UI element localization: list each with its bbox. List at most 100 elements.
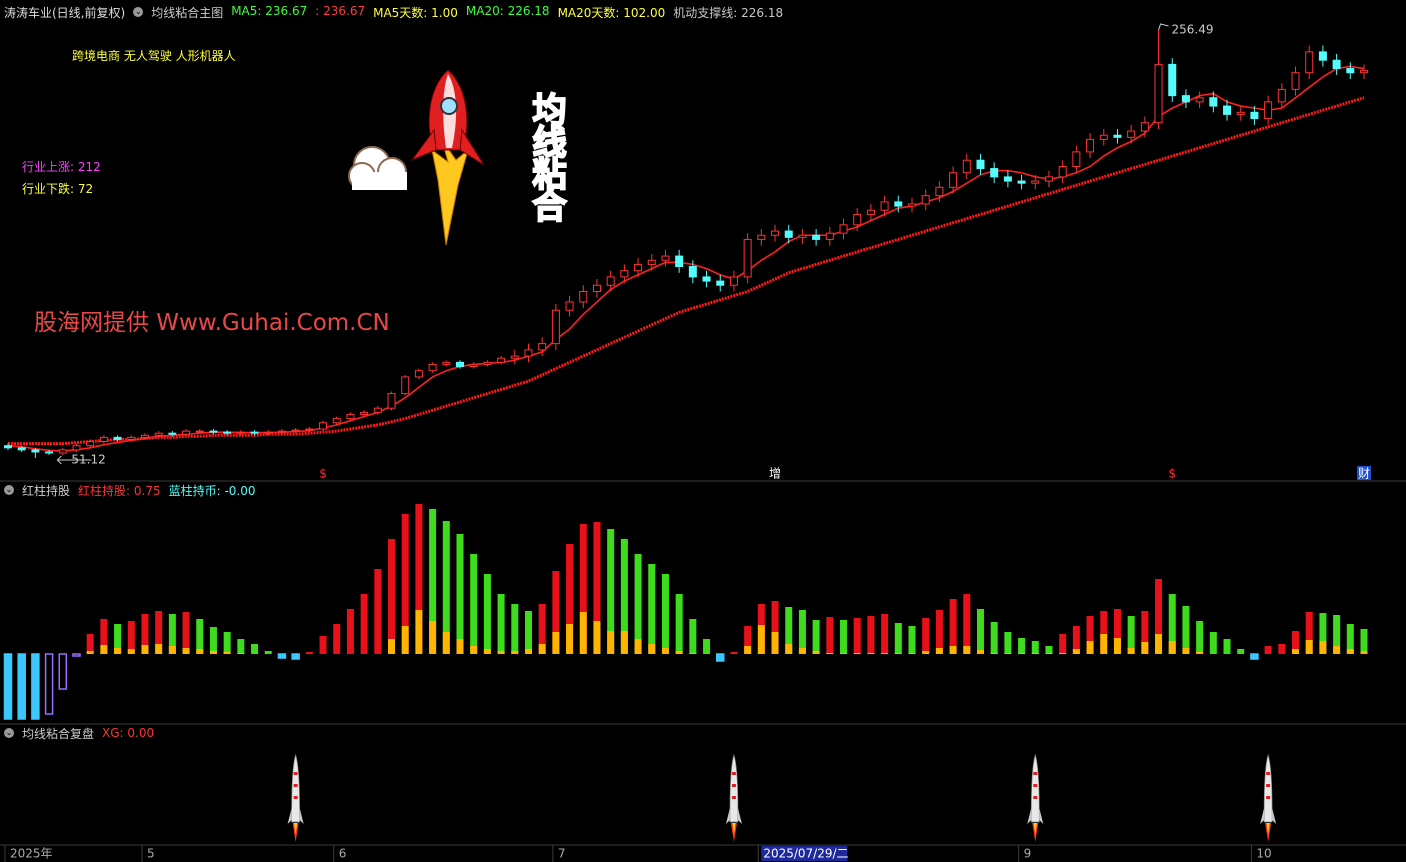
inner-bar: [990, 653, 998, 654]
ma-line: [7, 65, 1365, 452]
candle-body: [853, 213, 862, 226]
bar: [346, 609, 354, 654]
candle-body: [688, 266, 697, 278]
x-tick-label: 7: [558, 847, 566, 861]
bar: [442, 521, 450, 654]
candle-body: [1264, 101, 1273, 120]
bar: [305, 652, 313, 654]
rocket-fins: [725, 808, 742, 824]
inner-bar: [1018, 653, 1026, 654]
toggle-icon[interactable]: ⌄: [133, 7, 144, 17]
bar: [360, 594, 368, 654]
candle-body: [1181, 95, 1190, 103]
bar: [1127, 616, 1135, 654]
inner-bar: [483, 649, 491, 654]
legend-item: 红柱持股: 0.75: [78, 483, 161, 498]
bar: [593, 522, 601, 654]
candle-body: [1346, 68, 1355, 74]
signal-rocket: [1030, 753, 1040, 823]
inner-bar: [168, 646, 176, 654]
inner-bar: [566, 624, 574, 654]
rocket-stripe: [1033, 772, 1038, 775]
inner-bar: [1113, 638, 1121, 654]
marker: 增: [769, 467, 781, 481]
bar: [607, 529, 615, 654]
bar: [17, 653, 26, 720]
candle-body: [58, 449, 67, 454]
bar: [1333, 615, 1341, 654]
candle-body: [702, 276, 711, 282]
cloud-icon: [348, 146, 407, 190]
inner-bar: [976, 650, 984, 654]
bar: [1059, 634, 1067, 654]
candle-body: [990, 168, 999, 178]
bar: [1196, 621, 1204, 654]
inner-bar: [798, 648, 806, 654]
candle-body: [1236, 111, 1245, 115]
marker: 财: [1358, 467, 1370, 481]
inner-bar: [1086, 641, 1094, 654]
inner-bar: [963, 646, 971, 654]
inner-bar: [127, 649, 135, 654]
header-item: 机动支撑线: 226.18: [673, 5, 784, 20]
header-item: MA20: 226.18: [465, 3, 550, 18]
bar: [1072, 626, 1080, 654]
candle-body: [72, 445, 81, 451]
bar: [3, 653, 13, 720]
candle-body: [414, 370, 423, 378]
rocket-stripe: [1033, 796, 1038, 799]
bar: [1155, 579, 1163, 654]
indicator-name: 均线粘合主图: [151, 5, 224, 20]
inner-bar: [100, 645, 108, 654]
rocket-stripe: [731, 784, 736, 787]
candle-body: [236, 431, 245, 434]
inner-bar: [1292, 649, 1300, 654]
inner-bar: [1155, 634, 1163, 654]
candle-body: [223, 431, 232, 434]
bar: [1360, 629, 1368, 654]
candle-body: [866, 209, 875, 215]
inner-bar: [1141, 642, 1149, 654]
inner-bar: [935, 648, 943, 654]
inner-bar: [757, 625, 765, 654]
inner-bar: [812, 651, 820, 654]
candle-body: [182, 430, 191, 435]
max-pointer: [1158, 23, 1169, 31]
toggle-icon[interactable]: ⌄: [4, 485, 14, 495]
candle-body: [401, 376, 410, 395]
main-header: 涛涛车业(日线,前复权) ⌄ 均线粘合主图 MA5: 236.67: 236.6…: [4, 4, 783, 20]
rocket-stripe: [293, 796, 298, 799]
rocket-stripe: [1033, 784, 1038, 787]
bar: [31, 653, 40, 720]
max-label: 256.49: [1172, 23, 1214, 37]
inner-bar: [1360, 651, 1368, 654]
bar: [1237, 649, 1245, 654]
candle-body: [716, 280, 725, 286]
bar: [1346, 624, 1354, 654]
inner-bar: [785, 644, 793, 654]
bar: [1086, 616, 1094, 654]
inner-bar: [771, 632, 779, 654]
rocket-fins: [287, 808, 304, 824]
toggle-icon[interactable]: ⌄: [4, 728, 14, 738]
bar: [1141, 611, 1149, 654]
candle-body: [1044, 176, 1053, 182]
bar: [511, 604, 519, 654]
bar: [100, 619, 108, 654]
legend-item: 蓝柱持币: -0.00: [168, 483, 256, 498]
bar: [634, 554, 642, 654]
bar: [44, 653, 54, 715]
marker: $: [319, 467, 327, 481]
inner-bar: [579, 612, 587, 654]
candle-body: [510, 355, 519, 359]
axis-highlight: [761, 846, 848, 861]
bar: [990, 622, 998, 654]
candle-body: [332, 418, 341, 424]
inner-bar: [1031, 653, 1039, 654]
candle-body: [921, 195, 930, 205]
candle-body: [661, 255, 670, 261]
bar: [715, 653, 725, 662]
panel-legend: XG: 0.00: [102, 726, 154, 740]
